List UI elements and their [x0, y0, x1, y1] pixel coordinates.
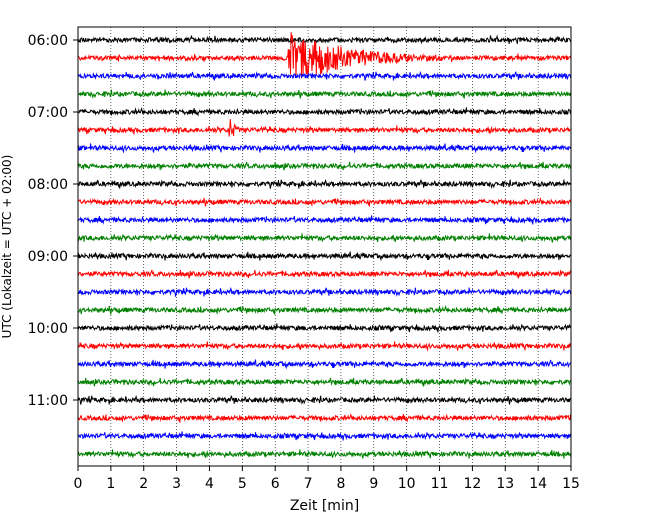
x-tick-label: 2 [139, 476, 148, 492]
seismic-trace-1115 [77, 413, 572, 423]
grid-layer [110, 27, 539, 466]
seismic-trace-1145 [77, 449, 572, 459]
seismic-trace-0930 [77, 286, 572, 297]
seismic-trace-0600 [77, 34, 572, 45]
x-tick-label: 0 [74, 476, 83, 492]
x-tick-label: 11 [431, 476, 449, 492]
seismic-trace-0715 [77, 119, 572, 137]
seismic-trace-0915 [77, 269, 572, 279]
seismic-trace-1100 [77, 394, 572, 405]
y-tick-label: 10:00 [28, 321, 68, 337]
y-tick-label: 11:00 [28, 393, 68, 409]
seismic-trace-1130 [77, 431, 572, 441]
seismic-trace-0645 [77, 89, 572, 99]
seismic-trace-0900 [77, 251, 572, 262]
seismic-trace-0945 [77, 305, 572, 315]
x-tick-label: 10 [398, 476, 416, 492]
y-tick-label: 08:00 [28, 177, 68, 193]
x-tick-label: 7 [304, 476, 313, 492]
seismic-trace-0800 [77, 178, 572, 189]
seismic-trace-1015 [77, 341, 572, 352]
x-tick-label: 8 [336, 476, 345, 492]
y-tick-label: 07:00 [28, 105, 68, 121]
seismic-trace-0630 [77, 70, 572, 81]
x-tick-label: 13 [496, 476, 514, 492]
trace-layer [77, 32, 572, 459]
plot-frame [77, 26, 572, 467]
seismic-trace-0745 [77, 161, 572, 171]
x-tick-label: 4 [205, 476, 214, 492]
x-axis: 0 1 2 3 4 5 6 7 8 9 10 11 12 13 14 15 [74, 466, 580, 492]
y-axis-label: UTC (Lokalzeit = UTC + 02:00) [0, 155, 14, 339]
seismic-trace-1030 [77, 359, 572, 370]
y-axis: 06:00 07:00 08:00 09:00 10:00 11:00 [28, 33, 78, 409]
y-tick-label: 06:00 [28, 33, 68, 49]
seismic-trace-0615 [77, 32, 572, 79]
x-tick-label: 1 [106, 476, 115, 492]
seismic-trace-0700 [77, 107, 572, 117]
x-tick-label: 9 [369, 476, 378, 492]
x-tick-label: 12 [463, 476, 481, 492]
x-axis-label: Zeit [min] [290, 498, 359, 514]
x-tick-label: 6 [271, 476, 280, 492]
x-tick-label: 15 [562, 476, 580, 492]
seismic-trace-1045 [77, 377, 572, 387]
x-tick-label: 14 [529, 476, 547, 492]
x-tick-label: 5 [238, 476, 247, 492]
seismic-trace-1000 [77, 323, 571, 333]
x-tick-label: 3 [172, 476, 181, 492]
seismic-trace-0830 [77, 215, 572, 225]
seismic-trace-0845 [77, 233, 572, 243]
seismic-trace-0815 [77, 197, 572, 207]
seismic-trace-0730 [77, 143, 572, 154]
y-tick-label: 09:00 [28, 249, 68, 265]
